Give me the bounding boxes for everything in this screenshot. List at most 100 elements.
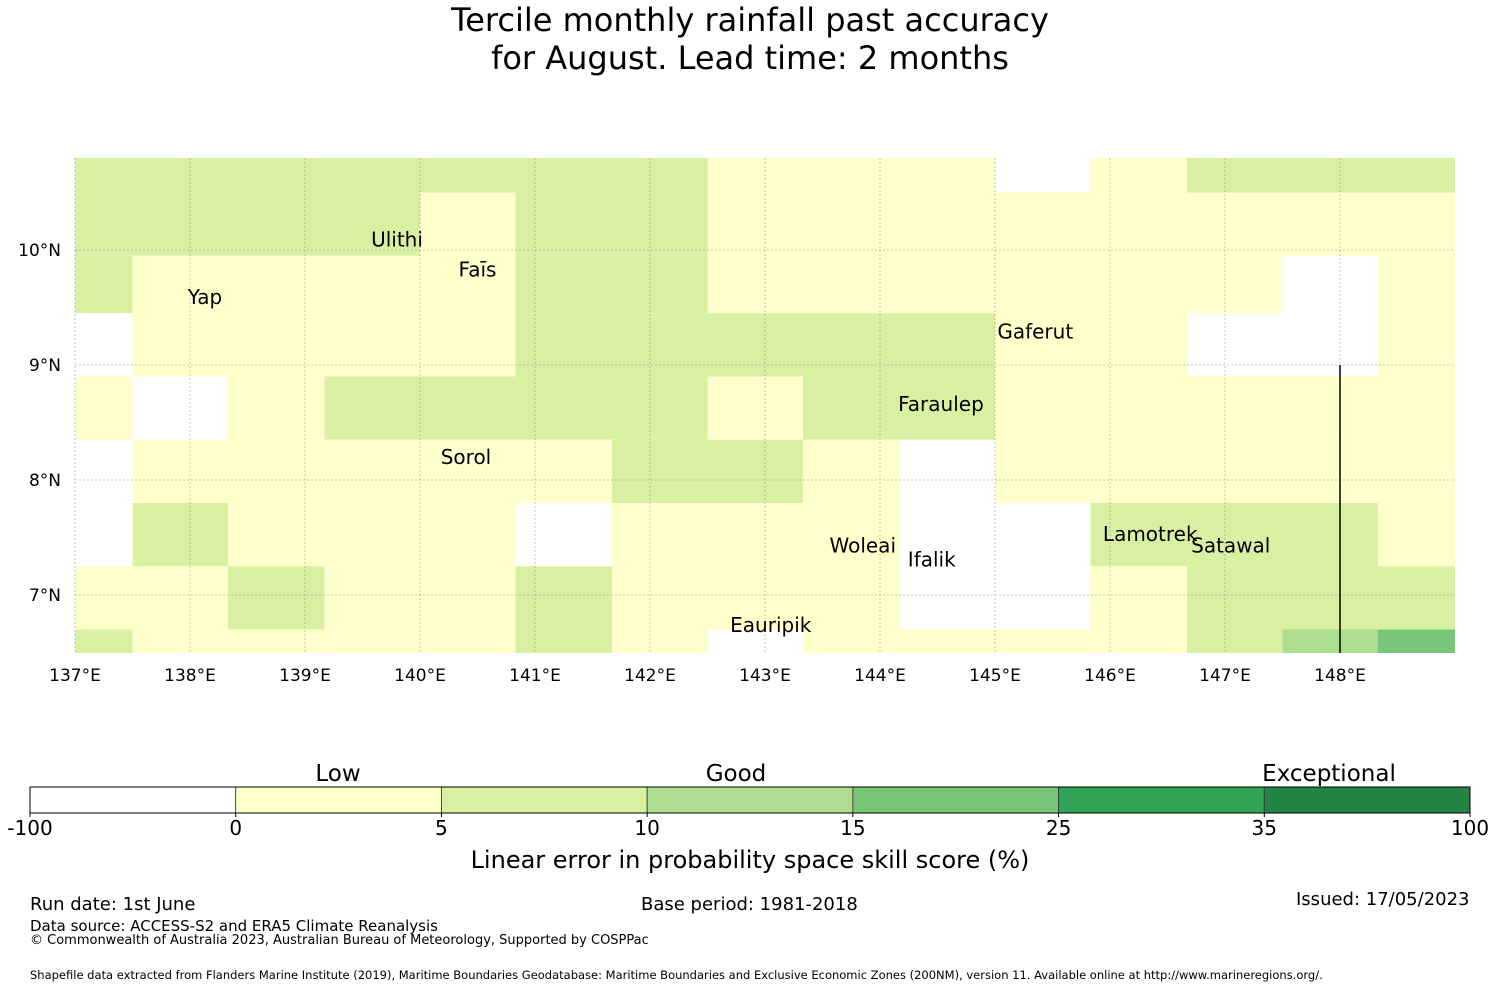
colorbar-swatch [235,786,442,814]
place-label: Woleai [829,533,896,557]
grid-cell [1282,376,1378,440]
data-source: Data source: ACCESS-S2 and ERA5 Climate … [30,917,438,935]
grid-cell [995,376,1091,440]
grid-cell [515,313,613,377]
lon-tick-label: 144°E [854,666,906,686]
grid-cell [1282,503,1378,567]
grid-cell [420,439,516,503]
grid-cell [227,192,325,256]
grid-cell [802,503,900,567]
grid-cell [132,255,228,314]
grid-cell [420,503,516,567]
place-label: Faraulep [898,392,984,416]
grid-cell [1090,503,1188,567]
place-label: Sorol [441,445,492,469]
grid-cell [707,629,803,653]
grid-cell [1090,313,1188,377]
grid-cell [1090,158,1188,193]
grid-cell [324,192,420,256]
lon-tick-label: 140°E [394,666,446,686]
legend-category-label: Low [315,761,360,787]
grid-cell [802,439,900,503]
legend-category-label: Good [706,761,767,787]
grid-cell [612,192,708,256]
grid-cell [707,313,803,377]
place-label: Eauripik [730,613,812,637]
lat-tick-label: 9°N [29,356,61,376]
grid-cell [324,566,420,630]
axis-ticks: 137°E 138°E 139°E 140°E 141°E 142°E 143°E 144°E… [18,241,1366,686]
map-title-line-1: Tercile monthly rainfall past accuracy [451,1,1049,39]
grid-cell [899,503,995,567]
grid-cell [515,629,613,653]
grid-cell [420,629,516,653]
grid-cell [707,503,803,567]
grid-cell [995,313,1091,377]
issued-date: Issued: 17/05/2023 [1296,889,1470,910]
colorbar-swatch [441,786,648,814]
grid-cell [515,192,613,256]
grid-cell [515,439,613,503]
grid-cell [324,313,420,377]
grid-cell [227,255,325,314]
lon-tick-label: 141°E [509,666,561,686]
grid-cell [802,376,900,440]
grid-cell [132,629,228,653]
grid-cell [899,376,995,440]
grid-cell [1187,255,1283,314]
copyright-notice: © Commonwealth of Australia 2023, Austra… [30,933,649,948]
grid-cell [75,255,133,314]
grid-cell [1187,192,1283,256]
grid-cell [899,192,995,256]
grid-cell [612,439,708,503]
grid-cell [324,376,420,440]
lon-tick-label: 138°E [164,666,216,686]
lon-tick-label: 137°E [49,666,101,686]
grid-cell [995,503,1091,567]
map-title-line-2: for August. Lead time: 2 months [491,39,1009,77]
grid-cell [995,439,1091,503]
colorbar-swatch [29,786,237,814]
grid-cell [515,376,613,440]
grid-cell [1377,158,1455,193]
grid-cell [1377,439,1455,503]
grid-cell [1282,629,1378,653]
grid-cell [75,192,133,256]
grid-cell [1187,158,1283,193]
grid-cell [132,158,228,193]
grid-cell [1187,439,1283,503]
colorbar-swatch [646,786,854,814]
grid-cell [802,192,900,256]
place-label: Lamotrek [1103,522,1198,546]
lat-tick-label: 7°N [29,586,61,606]
grid-cell [324,439,420,503]
lon-tick-label: 148°E [1314,666,1366,686]
grid-cells [75,158,1455,653]
grid-cell [227,376,325,440]
grid-cell [1282,439,1378,503]
grid-cell [132,503,228,567]
grid-cell [802,629,900,653]
lon-tick-label: 139°E [279,666,331,686]
grid-cell [612,158,708,193]
grid-cell [227,503,325,567]
grid-cell [899,566,995,630]
grid-cell [1377,376,1455,440]
colorbar-axis-label: Linear error in probability space skill … [471,846,1030,874]
grid-cell [324,629,420,653]
place-label: Ifalik [908,547,956,571]
grid-cell [227,313,325,377]
grid-cell [75,439,133,503]
place-label: Faīs [459,257,497,281]
grid-cell [515,503,613,567]
grid-cell [75,629,133,653]
colorbar-tick-label: -100 [7,816,52,840]
grid-cell [1187,376,1283,440]
grid-cell [75,313,133,377]
grid-cell [707,376,803,440]
lon-tick-label: 145°E [969,666,1021,686]
lon-tick-label: 147°E [1199,666,1251,686]
run-date: Run date: 1st June [30,894,196,915]
grid-cell [227,629,325,653]
